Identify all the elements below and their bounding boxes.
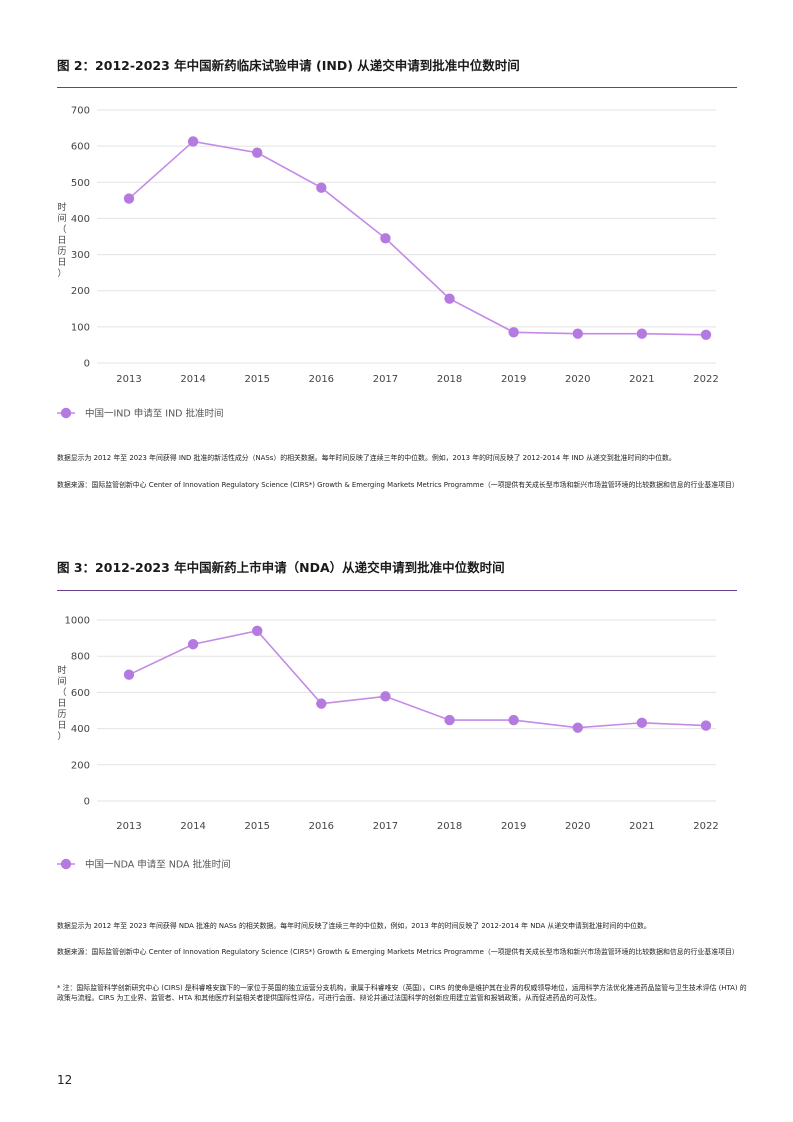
x-tick-label: 2018: [437, 821, 462, 832]
y-tick-label: 0: [84, 797, 90, 808]
data-point: [123, 669, 135, 680]
x-tick-label: 2019: [501, 821, 526, 832]
x-tick-label: 2013: [116, 374, 141, 385]
y-tick-label: 600: [71, 142, 90, 153]
data-point: [508, 714, 519, 726]
y-tick-label: 0: [84, 359, 90, 370]
y-tick-label: 300: [71, 250, 90, 261]
data-point: [444, 293, 455, 304]
series-line: [128, 629, 707, 729]
x-tick-label: 2022: [693, 821, 718, 832]
y-tick-label: 700: [71, 106, 90, 117]
y-tick-label: 800: [71, 652, 90, 663]
data-point: [252, 147, 263, 158]
figure2-note: 数据显示为 2012 年至 2023 年间获得 IND 批准的新活性成分（NAS…: [57, 454, 676, 462]
data-point: [380, 691, 391, 702]
x-tick-label: 2018: [437, 374, 462, 385]
y-tick-label: 400: [71, 214, 90, 225]
legend-marker: [60, 407, 72, 419]
x-tick-label: 2013: [116, 821, 141, 832]
y-axis-label: 时间（日历日）: [57, 201, 66, 279]
data-point: [700, 720, 712, 731]
data-point: [187, 136, 199, 147]
figure2-source: 数据来源：国际监管创新中心 Center of Innovation Regul…: [57, 481, 739, 489]
data-point: [123, 193, 135, 204]
data-point: [572, 722, 583, 733]
data-point: [187, 639, 199, 650]
legend-marker: [60, 858, 72, 870]
x-tick-label: 2022: [693, 374, 718, 385]
figure3-divider: [57, 590, 737, 591]
x-tick-label: 2015: [244, 374, 269, 385]
x-tick-label: 2020: [565, 374, 590, 385]
y-tick-label: 200: [71, 286, 90, 297]
data-point: [508, 327, 519, 338]
page-number: 12: [57, 1073, 73, 1087]
data-point: [636, 717, 648, 729]
figure2-divider: [57, 87, 737, 88]
x-tick-label: 2020: [565, 821, 590, 832]
figure3-title: 图 3：2012-2023 年中国新药上市申请（NDA）从递交申请到批准中位数时…: [57, 560, 505, 575]
data-point: [316, 182, 327, 193]
x-tick-label: 2019: [501, 374, 526, 385]
x-tick-label: 2017: [373, 374, 398, 385]
y-tick-label: 100: [71, 322, 90, 333]
y-tick-label: 600: [71, 688, 90, 699]
x-tick-label: 2015: [244, 821, 269, 832]
figure2-title: 图 2：2012-2023 年中国新药临床试验申请 (IND) 从递交申请到批准…: [57, 58, 520, 73]
data-point: [252, 625, 263, 637]
figure3-note: 数据显示为 2012 年至 2023 年间获得 NDA 批准的 NASs 的相关…: [57, 922, 651, 930]
y-tick-label: 1000: [65, 616, 90, 627]
data-point: [444, 714, 455, 726]
x-tick-label: 2017: [373, 821, 398, 832]
x-tick-label: 2016: [309, 374, 334, 385]
x-tick-label: 2021: [629, 821, 654, 832]
series-line: [128, 140, 707, 336]
y-axis-label: 时间（日历日）: [57, 664, 66, 742]
y-tick-label: 200: [71, 760, 90, 771]
y-tick-label: 400: [71, 724, 90, 735]
figure2-chart: 0 100 200 300 400 500 600 700 时间（日历日） 2013 2014 201…: [57, 106, 719, 420]
data-point: [636, 328, 648, 339]
y-tick-label: 500: [71, 178, 90, 189]
legend-label: 中国一NDA 申请至 NDA 批准时间: [85, 859, 231, 871]
x-tick-label: 2021: [629, 374, 654, 385]
figure3-source: 数据来源：国际监管创新中心 Center of Innovation Regul…: [57, 948, 739, 956]
data-point: [316, 698, 327, 709]
data-point: [380, 233, 391, 244]
x-tick-label: 2016: [309, 821, 334, 832]
footnote: * 注：国际监管科学创新研究中心 (CIRS) 是科睿唯安旗下的一家位于英国的独…: [57, 984, 747, 1002]
legend-label: 中国一IND 申请至 IND 批准时间: [85, 408, 224, 420]
data-point: [700, 329, 712, 341]
x-tick-label: 2014: [180, 374, 205, 385]
data-point: [572, 328, 583, 339]
figure3-chart: 0 200 400 600 800 1000 时间（日历日） 2013 2014 2015 2016…: [57, 616, 719, 871]
x-tick-label: 2014: [180, 821, 205, 832]
